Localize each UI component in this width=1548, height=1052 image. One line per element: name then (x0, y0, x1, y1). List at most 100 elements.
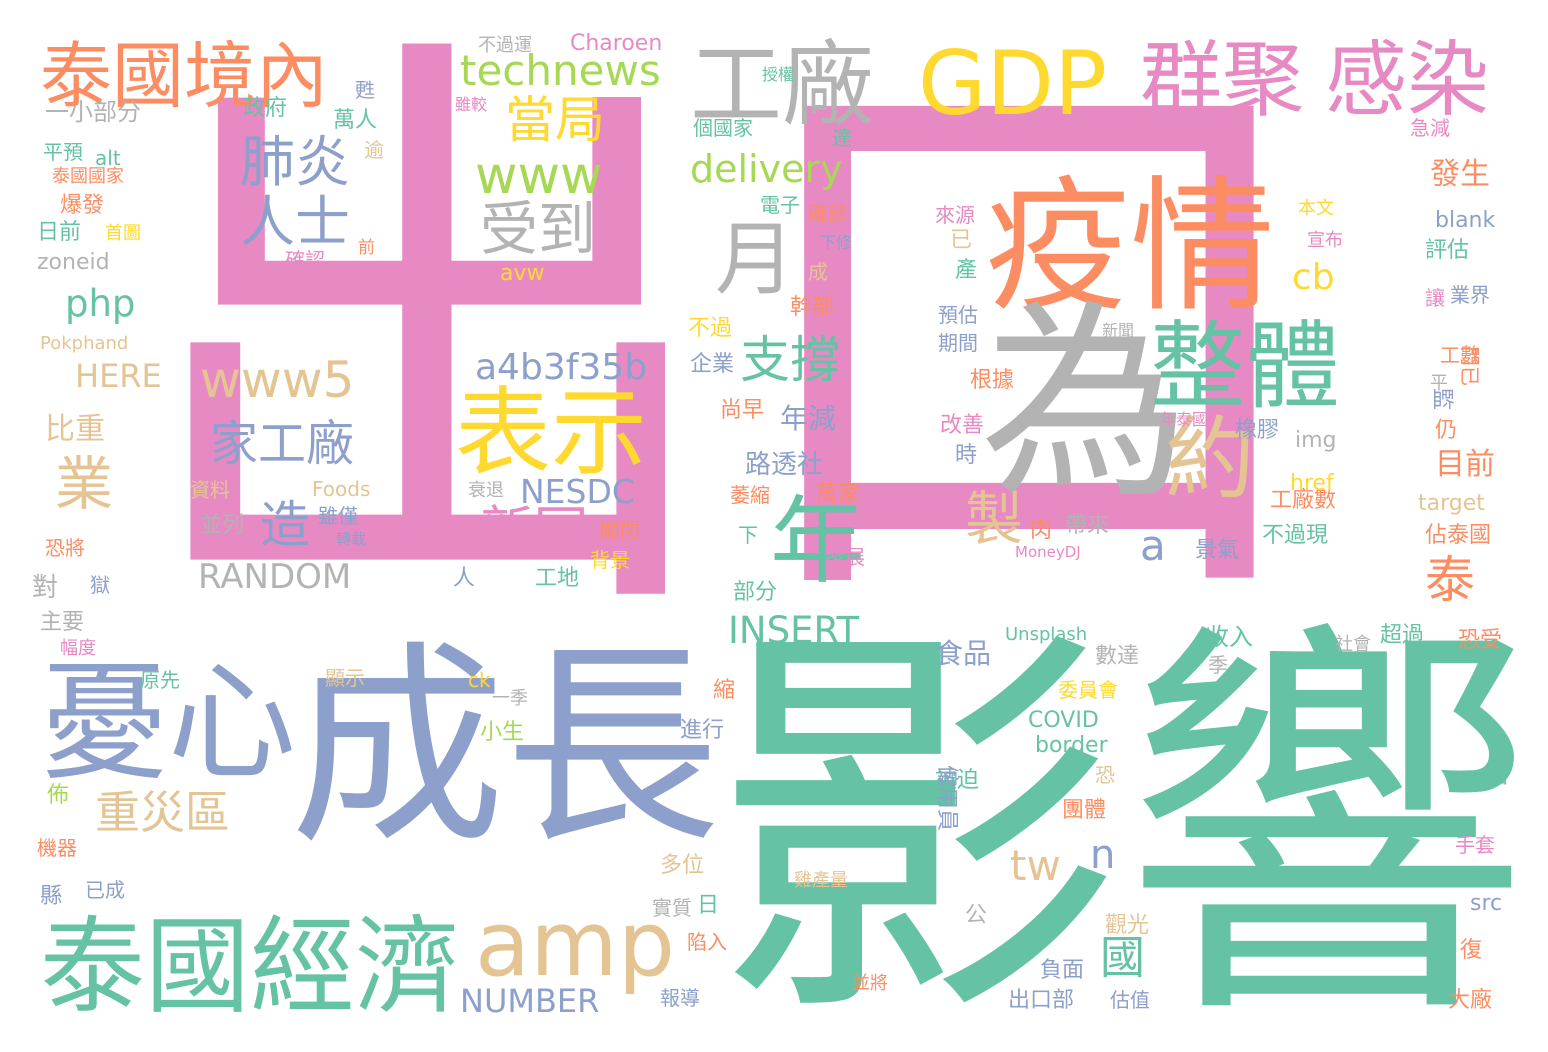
cloud-word: RANDOM (198, 557, 352, 597)
cloud-word: 萬人 (333, 108, 378, 133)
cloud-word: 雖僅 (318, 504, 358, 528)
cloud-word: 關閉 (600, 518, 640, 542)
cloud-word: 根據 (970, 368, 1015, 393)
cloud-word: zoneid (37, 250, 110, 275)
cloud-word: 首圖 (105, 223, 141, 244)
cloud-word: 人士 (240, 190, 351, 254)
cloud-word: 資料 (190, 478, 230, 502)
cloud-word: 肺炎 (240, 130, 351, 194)
cloud-word: 恐將 (45, 536, 85, 560)
cloud-word: src (1470, 891, 1503, 916)
cloud-word: 確診 (808, 201, 848, 225)
cloud-word: 年 (770, 487, 866, 597)
cloud-word: 期間 (938, 331, 978, 355)
cloud-word: 工地 (535, 566, 580, 591)
cloud-word: 宣布 (1307, 230, 1343, 251)
cloud-word: 甦 (355, 78, 375, 102)
cloud-word: 佔泰國 (1425, 523, 1492, 548)
cloud-word: 出口部 (1008, 988, 1075, 1013)
cloud-word: 工廠 (690, 32, 875, 139)
cloud-word: 製 (965, 485, 1024, 553)
cloud-word: 已 (950, 228, 973, 253)
cloud-word: 公 (965, 903, 988, 928)
cloud-word: Unsplash (1005, 624, 1088, 645)
cloud-word: delivery (690, 147, 843, 191)
cloud-word: GDP (918, 32, 1108, 135)
cloud-word: blank (1435, 208, 1496, 233)
cloud-word: img (1295, 428, 1337, 453)
cloud-word: tw (1010, 841, 1061, 890)
cloud-word: 預估 (938, 303, 978, 327)
cloud-word: 個國家 (693, 116, 753, 140)
cloud-word: 國 (1100, 931, 1146, 984)
cloud-word: 家工廠 (210, 416, 355, 472)
cloud-word: 報導 (660, 986, 700, 1010)
cloud-word: 日 (697, 893, 720, 918)
cloud-word: 縣 (40, 884, 63, 909)
cloud-word: 季 (1208, 653, 1228, 677)
cloud-word: 產 (955, 258, 978, 283)
cloud-word: 發展 (825, 545, 865, 569)
cloud-word: 恐 (1095, 763, 1115, 787)
cloud-word: 業 (55, 450, 114, 518)
cloud-word: 憂心 (40, 649, 297, 798)
cloud-word: 實質 (652, 896, 692, 920)
cloud-word: 評估 (1425, 238, 1470, 263)
cloud-word: 新聞 (1102, 321, 1135, 340)
cloud-word: 逾 (364, 138, 384, 162)
cloud-word: 日前 (37, 220, 82, 245)
cloud-word: 泰國境內 (40, 34, 329, 118)
cloud-word: 小生 (480, 720, 525, 745)
cloud-word: 來源 (935, 203, 975, 227)
cloud-word: 門已 (1458, 346, 1482, 386)
cloud-word: 原先 (140, 668, 180, 692)
cloud-word: HERE (75, 357, 162, 395)
cloud-word: 觀光 (1105, 913, 1150, 938)
cloud-word: www (475, 146, 603, 206)
cloud-word: 已成 (85, 878, 125, 902)
cloud-word: 達 (832, 126, 852, 150)
cloud-word: technews (460, 46, 661, 95)
cloud-word: 讓 (1425, 286, 1445, 310)
cloud-word: 大廠 (1448, 988, 1493, 1013)
cloud-word: 委員會 (1058, 678, 1118, 702)
cloud-word: 陷入 (687, 930, 727, 954)
cloud-word: 疫情 (985, 163, 1275, 332)
cloud-word: 一季 (492, 688, 528, 709)
cloud-word: 約 (1165, 407, 1255, 512)
cloud-word: 部分 (733, 580, 778, 605)
cloud-word: 不過 (688, 316, 733, 341)
cloud-word: 目前 (1435, 447, 1495, 482)
cloud-word: 進行 (680, 718, 725, 743)
cloud-word: 工數 (1440, 343, 1480, 367)
cloud-word: 年泰國 (1160, 410, 1209, 429)
cloud-word: 泰 (1425, 551, 1475, 609)
cloud-word: cb (1292, 257, 1335, 298)
cloud-word: a4b3f35b (475, 347, 648, 388)
cloud-word: avw (500, 261, 545, 286)
cloud-word: 轉載 (336, 530, 367, 548)
cloud-word: 路透社 (745, 450, 824, 480)
cloud-word: 爆發 (60, 193, 105, 218)
cloud-word: 電子 (760, 193, 800, 217)
cloud-word: 縮 (713, 678, 736, 703)
cloud-word: 帶來 (1065, 513, 1110, 538)
cloud-word: 食品 (935, 637, 992, 670)
cloud-word: 多位 (660, 853, 705, 878)
cloud-word: 時 (955, 443, 978, 468)
cloud-word: 泰國經濟 (40, 906, 461, 1028)
cloud-word: 表示 (455, 377, 647, 489)
cloud-word: amp (475, 892, 675, 997)
cloud-word: 受到 (480, 195, 597, 263)
cloud-word: 社會 (1335, 634, 1371, 655)
cloud-word: 月 (715, 213, 795, 306)
cloud-word: target (1418, 491, 1485, 516)
cloud-word: n (1090, 832, 1116, 878)
cloud-word: 背景 (590, 548, 630, 572)
cloud-word: COVID (1028, 708, 1099, 733)
cloud-word: 下修 (820, 233, 853, 252)
cloud-word: 成長 (290, 622, 720, 873)
cloud-word: 佈 (47, 783, 70, 808)
cloud-word: 成 (808, 260, 828, 284)
cloud-word: 比重 (45, 412, 105, 447)
